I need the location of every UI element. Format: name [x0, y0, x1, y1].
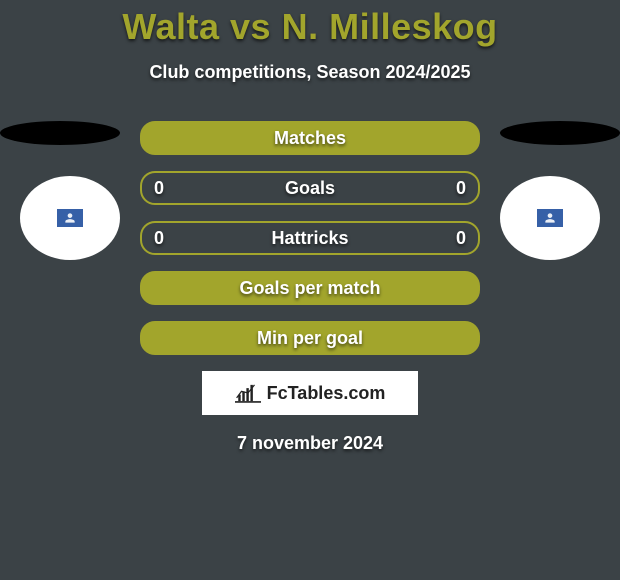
- stat-label: Goals: [285, 178, 335, 199]
- stat-left-value: 0: [154, 178, 164, 199]
- shadow-left: [0, 121, 120, 145]
- stat-right-value: 0: [456, 178, 466, 199]
- stat-row-hattricks: 0 Hattricks 0: [140, 221, 480, 255]
- person-placeholder-icon: [57, 209, 83, 227]
- bars-chart-icon: [235, 382, 261, 404]
- player-avatar-left: [20, 176, 120, 260]
- date-text: 7 november 2024: [0, 433, 620, 454]
- page-title: Walta vs N. Milleskog: [0, 6, 620, 48]
- comparison-stage: Matches 0 Goals 0 0 Hattricks 0 Goals pe…: [0, 121, 620, 454]
- stat-left-value: 0: [154, 228, 164, 249]
- stat-label: Matches: [274, 128, 346, 149]
- brand-box: FcTables.com: [202, 371, 418, 415]
- stat-rows: Matches 0 Goals 0 0 Hattricks 0 Goals pe…: [140, 121, 480, 355]
- player-avatar-right: [500, 176, 600, 260]
- stat-row-matches: Matches: [140, 121, 480, 155]
- shadow-right: [500, 121, 620, 145]
- stat-label: Min per goal: [257, 328, 363, 349]
- stat-row-goals-per-match: Goals per match: [140, 271, 480, 305]
- stat-row-goals: 0 Goals 0: [140, 171, 480, 205]
- stat-label: Goals per match: [239, 278, 380, 299]
- person-placeholder-icon: [537, 209, 563, 227]
- brand-text: FcTables.com: [267, 383, 386, 404]
- stat-right-value: 0: [456, 228, 466, 249]
- page-subtitle: Club competitions, Season 2024/2025: [0, 62, 620, 83]
- stat-label: Hattricks: [271, 228, 348, 249]
- stat-row-min-per-goal: Min per goal: [140, 321, 480, 355]
